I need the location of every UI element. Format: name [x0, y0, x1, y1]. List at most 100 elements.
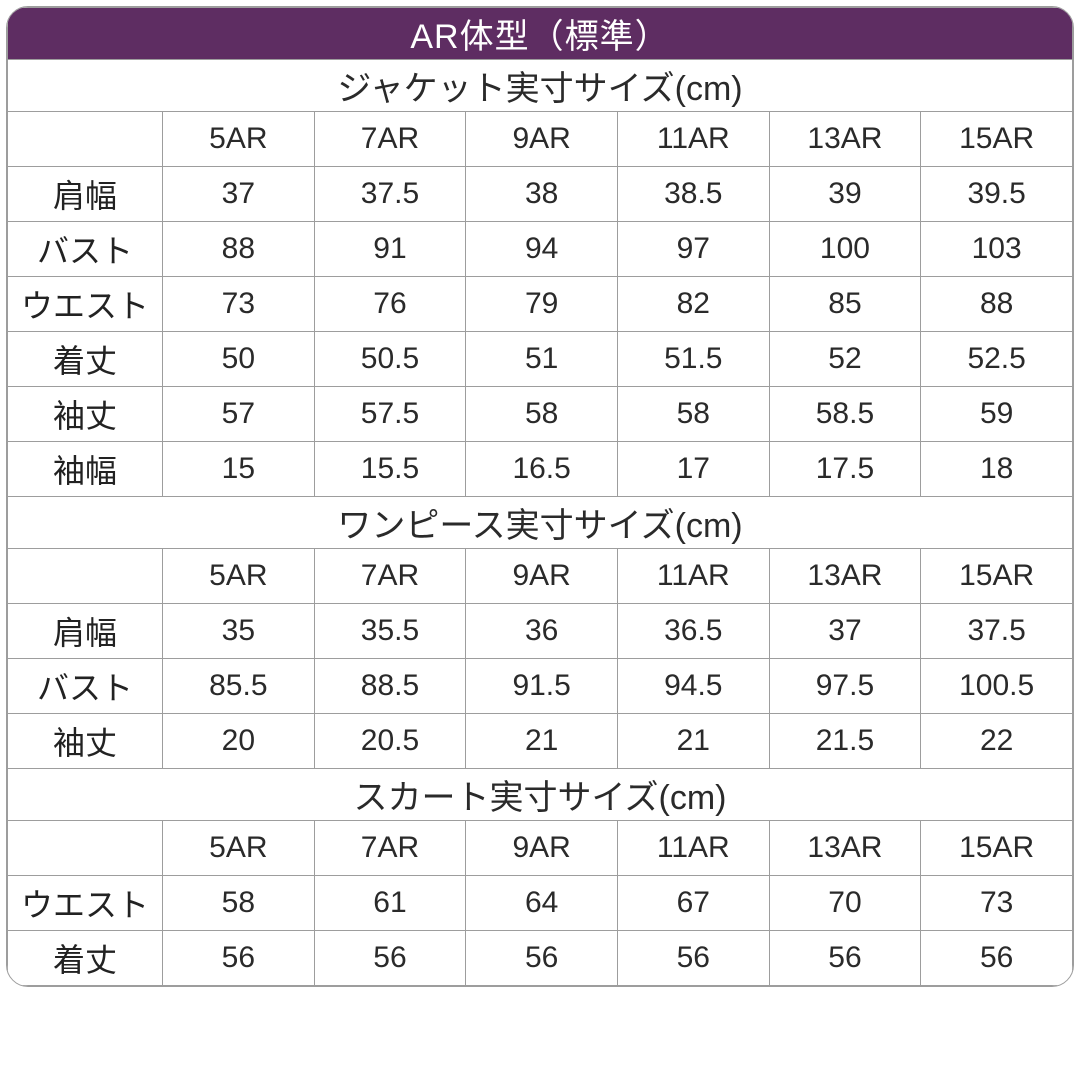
cell: 82 [617, 277, 769, 332]
cell: 56 [769, 931, 921, 986]
cell: 97 [617, 222, 769, 277]
cell: 97.5 [769, 659, 921, 714]
cell: 56 [163, 931, 315, 986]
size-col-header: 9AR [466, 112, 618, 167]
cell: 50 [163, 332, 315, 387]
cell: 103 [921, 222, 1073, 277]
cell: 20.5 [314, 714, 466, 769]
cell: 88 [921, 277, 1073, 332]
cell: 52 [769, 332, 921, 387]
cell: 58 [617, 387, 769, 442]
row-label: ウエスト [8, 876, 163, 931]
cell: 58 [466, 387, 618, 442]
size-col-header: 13AR [769, 549, 921, 604]
cell: 18 [921, 442, 1073, 497]
main-title: AR体型（標準） [8, 8, 1073, 60]
size-col-header: 15AR [921, 112, 1073, 167]
table-row: バスト 88 91 94 97 100 103 [8, 222, 1073, 277]
cell: 38.5 [617, 167, 769, 222]
table-title-row: AR体型（標準） [8, 8, 1073, 60]
cell: 17.5 [769, 442, 921, 497]
table-row: 肩幅 37 37.5 38 38.5 39 39.5 [8, 167, 1073, 222]
row-label: バスト [8, 222, 163, 277]
cell: 57 [163, 387, 315, 442]
row-label: 肩幅 [8, 167, 163, 222]
cell: 38 [466, 167, 618, 222]
cell: 37.5 [921, 604, 1073, 659]
cell: 61 [314, 876, 466, 931]
table-row: バスト 85.5 88.5 91.5 94.5 97.5 100.5 [8, 659, 1073, 714]
section-title-row: ワンピース実寸サイズ(cm) [8, 497, 1073, 549]
size-header-row: 5AR 7AR 9AR 11AR 13AR 15AR [8, 112, 1073, 167]
table-row: ウエスト 58 61 64 67 70 73 [8, 876, 1073, 931]
cell: 36.5 [617, 604, 769, 659]
cell: 85.5 [163, 659, 315, 714]
cell: 20 [163, 714, 315, 769]
cell: 67 [617, 876, 769, 931]
size-col-header: 15AR [921, 549, 1073, 604]
size-col-header: 13AR [769, 112, 921, 167]
size-col-header: 7AR [314, 549, 466, 604]
cell: 58 [163, 876, 315, 931]
cell: 88.5 [314, 659, 466, 714]
blank-cell [8, 821, 163, 876]
cell: 73 [163, 277, 315, 332]
cell: 16.5 [466, 442, 618, 497]
size-header-row: 5AR 7AR 9AR 11AR 13AR 15AR [8, 549, 1073, 604]
cell: 52.5 [921, 332, 1073, 387]
cell: 100.5 [921, 659, 1073, 714]
section-title-row: スカート実寸サイズ(cm) [8, 769, 1073, 821]
size-col-header: 5AR [163, 112, 315, 167]
cell: 17 [617, 442, 769, 497]
row-label: 袖丈 [8, 387, 163, 442]
cell: 88 [163, 222, 315, 277]
cell: 51 [466, 332, 618, 387]
size-col-header: 15AR [921, 821, 1073, 876]
cell: 79 [466, 277, 618, 332]
cell: 37 [769, 604, 921, 659]
sizing-table: AR体型（標準） ジャケット実寸サイズ(cm) 5AR 7AR 9AR 11AR… [7, 7, 1073, 986]
cell: 21.5 [769, 714, 921, 769]
cell: 36 [466, 604, 618, 659]
cell: 39.5 [921, 167, 1073, 222]
size-col-header: 11AR [617, 112, 769, 167]
size-col-header: 9AR [466, 549, 618, 604]
cell: 70 [769, 876, 921, 931]
size-col-header: 5AR [163, 821, 315, 876]
size-col-header: 7AR [314, 821, 466, 876]
row-label: 袖丈 [8, 714, 163, 769]
table-row: 着丈 50 50.5 51 51.5 52 52.5 [8, 332, 1073, 387]
row-label: ウエスト [8, 277, 163, 332]
cell: 39 [769, 167, 921, 222]
size-col-header: 5AR [163, 549, 315, 604]
cell: 22 [921, 714, 1073, 769]
row-label: 着丈 [8, 931, 163, 986]
row-label: 袖幅 [8, 442, 163, 497]
blank-cell [8, 112, 163, 167]
cell: 21 [466, 714, 618, 769]
cell: 94.5 [617, 659, 769, 714]
table-row: 袖幅 15 15.5 16.5 17 17.5 18 [8, 442, 1073, 497]
section-title: ジャケット実寸サイズ(cm) [8, 60, 1073, 112]
cell: 56 [466, 931, 618, 986]
section-title: ワンピース実寸サイズ(cm) [8, 497, 1073, 549]
table-row: 着丈 56 56 56 56 56 56 [8, 931, 1073, 986]
row-label: バスト [8, 659, 163, 714]
cell: 37 [163, 167, 315, 222]
cell: 56 [617, 931, 769, 986]
cell: 76 [314, 277, 466, 332]
cell: 58.5 [769, 387, 921, 442]
cell: 35 [163, 604, 315, 659]
row-label: 肩幅 [8, 604, 163, 659]
cell: 35.5 [314, 604, 466, 659]
table-row: 袖丈 20 20.5 21 21 21.5 22 [8, 714, 1073, 769]
size-col-header: 11AR [617, 821, 769, 876]
cell: 51.5 [617, 332, 769, 387]
size-col-header: 11AR [617, 549, 769, 604]
cell: 56 [921, 931, 1073, 986]
cell: 64 [466, 876, 618, 931]
blank-cell [8, 549, 163, 604]
cell: 15.5 [314, 442, 466, 497]
cell: 50.5 [314, 332, 466, 387]
cell: 73 [921, 876, 1073, 931]
